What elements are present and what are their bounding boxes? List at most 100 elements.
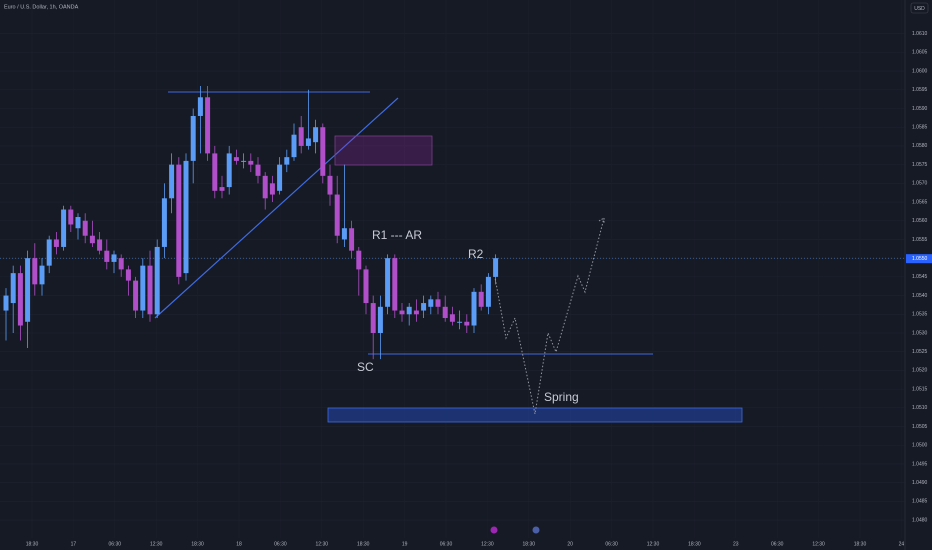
event-icon[interactable] [532,526,540,534]
y-tick-label: 1.0580 [912,143,928,149]
y-tick-label: 1.0490 [912,480,928,486]
x-tick-label: 20 [567,541,573,547]
x-tick-label: 12:30 [481,541,494,547]
symbol-title: Euro / U.S. Dollar, 1h, OANDA [4,4,79,10]
y-tick-label: 1.0480 [912,517,928,523]
x-tick-label: 18:30 [688,541,701,547]
candle-body [493,258,499,277]
currency: USD [914,6,925,12]
candle-body [147,265,153,315]
candle-body [377,306,383,333]
candle-body [435,299,441,307]
trend-line [154,97,399,319]
candle-body [284,157,290,165]
candle-body [133,280,139,311]
event-icon[interactable] [490,526,498,534]
y-tick-label: 1.0495 [912,461,928,467]
y-tick-label: 1.0485 [912,499,928,505]
annotation: R1 --- AR [372,228,422,242]
candle-body [169,164,175,199]
y-tick-label: 1.0530 [912,330,928,336]
candle-body [68,209,74,225]
supply-zone [334,135,433,166]
y-tick-label: 1.0520 [912,368,928,374]
candle-body [464,321,470,326]
candle-body [104,250,110,262]
candles [3,86,499,360]
candle-body [140,265,146,311]
candle-body [305,138,311,146]
candle-body [370,303,376,333]
x-tick-label: 18:30 [191,541,204,547]
annotation: R2 [468,247,484,261]
y-tick-label: 1.0510 [912,405,928,411]
candle-body [442,306,448,319]
x-tick-label: 12:30 [316,541,329,547]
candle-body [97,239,103,251]
candle-body [320,127,326,176]
y-tick-label: 1.0515 [912,386,928,392]
candle-body [154,246,160,315]
candle-body [219,187,225,191]
projection-arrow [598,217,605,224]
x-tick-label: 23 [733,541,739,547]
candle-body [111,254,117,262]
candle-body [89,235,95,244]
y-tick-label: 1.0590 [912,106,928,112]
annotation: Spring [544,390,579,404]
candle-body [485,276,491,307]
candle-body [277,164,283,191]
candle-body [255,164,261,176]
candle-body [341,228,347,240]
y-tick-label: 1.0610 [912,31,928,37]
candle-body [385,258,391,307]
y-tick-label: 1.0585 [912,125,928,131]
candle-body [17,273,23,326]
y-tick-label: 1.0545 [912,274,928,280]
candle-body [161,198,167,247]
candle-body [176,164,182,277]
candle-body [392,258,398,311]
candle-body [449,314,455,322]
last-price-label: 1.0550 [912,256,928,262]
candle-body [421,303,427,311]
candle-body [478,291,484,307]
x-tick-label: 18:30 [26,541,39,547]
candle-body [125,269,131,281]
candle-body [39,265,45,285]
candle-body [471,291,477,326]
x-tick-label: 17 [71,541,77,547]
x-tick-label: 18:30 [854,541,867,547]
candle-body [205,97,211,154]
candle-body [313,127,319,143]
candle-body [413,310,419,315]
y-tick-label: 1.0600 [912,68,928,74]
x-tick-label: 06:30 [605,541,618,547]
projection-path [493,217,605,415]
candle-body [334,194,340,236]
spring-zone [327,407,743,423]
candle-body [197,97,203,116]
y-tick-label: 1.0565 [912,199,928,205]
candle-body [226,153,232,188]
currency-box [910,2,929,14]
candle-body [428,299,434,307]
candle-body [10,273,16,304]
candle-body [356,250,362,270]
candle-body [82,220,88,236]
candle-body [75,217,81,229]
y-tick-label: 1.0555 [912,237,928,243]
candle-body [25,258,31,322]
y-tick-label: 1.0595 [912,87,928,93]
last-price-tag [906,254,932,264]
x-tick-label: 06:30 [771,541,784,547]
axes: 1.0480 1.0485 1.0490 1.0495 1.0500 1.0505 1.05… [26,31,932,547]
candle-body [241,160,247,162]
candle-body [233,157,239,161]
y-tick-label: 1.0570 [912,181,928,187]
candle-body [32,258,38,285]
y-tick-label: 1.0535 [912,312,928,318]
y-tick-label: 1.0575 [912,162,928,168]
